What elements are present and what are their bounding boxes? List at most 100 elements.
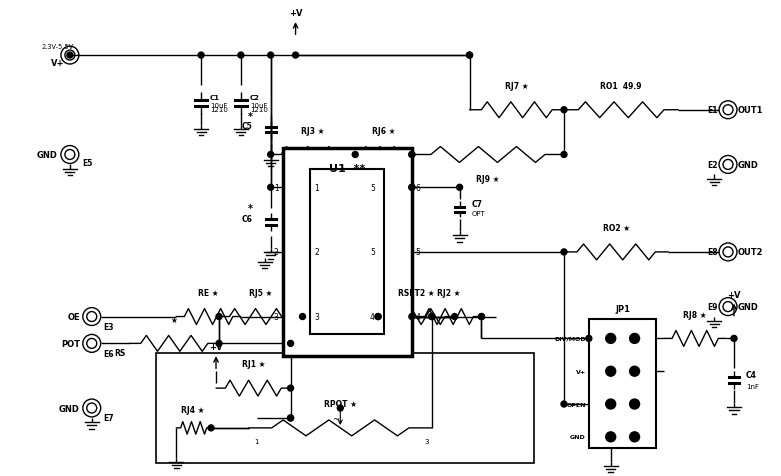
Circle shape (586, 336, 592, 342)
Circle shape (429, 314, 435, 320)
Text: 6: 6 (415, 183, 421, 192)
Circle shape (466, 53, 473, 59)
Text: 3: 3 (425, 438, 429, 444)
Circle shape (287, 386, 294, 391)
Text: E8: E8 (708, 248, 718, 257)
Text: RJ2 ★: RJ2 ★ (437, 288, 461, 297)
Text: 4: 4 (415, 312, 421, 321)
Circle shape (561, 108, 567, 113)
Circle shape (409, 152, 415, 158)
Text: C7: C7 (472, 199, 483, 208)
Text: C5: C5 (242, 122, 253, 131)
Circle shape (287, 415, 294, 421)
Circle shape (606, 432, 615, 442)
Text: C1: C1 (210, 95, 220, 101)
Circle shape (629, 334, 640, 344)
Circle shape (606, 334, 615, 344)
Circle shape (198, 53, 204, 59)
Text: *: * (248, 111, 253, 121)
Circle shape (561, 401, 567, 407)
Circle shape (300, 314, 305, 320)
Circle shape (409, 152, 415, 158)
Text: ~: ~ (332, 414, 339, 423)
Text: E3: E3 (104, 322, 114, 331)
Circle shape (216, 341, 222, 347)
Text: 10uF: 10uF (250, 102, 267, 109)
Text: OUT2: OUT2 (738, 248, 764, 257)
Text: OE: OE (67, 312, 80, 321)
Text: RJ1 ★: RJ1 ★ (241, 359, 265, 368)
Text: 5: 5 (370, 183, 375, 192)
Text: OUT1: OUT1 (738, 106, 764, 115)
Text: +V: +V (727, 290, 740, 299)
Circle shape (375, 314, 381, 320)
Text: 2: 2 (640, 336, 644, 341)
Text: RJ3 ★: RJ3 ★ (301, 126, 325, 135)
Text: 5: 5 (370, 248, 375, 257)
Text: RJ4 ★: RJ4 ★ (181, 405, 205, 414)
Text: 3: 3 (601, 369, 604, 374)
Circle shape (375, 314, 381, 320)
Circle shape (561, 249, 567, 255)
Circle shape (429, 314, 435, 320)
Text: GND: GND (738, 160, 759, 169)
Circle shape (629, 367, 640, 377)
Text: RJ9 ★: RJ9 ★ (476, 175, 500, 184)
Text: 4: 4 (640, 369, 644, 374)
Text: 4: 4 (370, 312, 375, 321)
Text: 1: 1 (601, 336, 604, 341)
Text: 1210: 1210 (250, 107, 268, 113)
Text: 2: 2 (274, 248, 279, 257)
Text: 1: 1 (255, 438, 259, 444)
Text: GND: GND (59, 404, 80, 413)
Text: C4: C4 (746, 370, 757, 379)
Text: V+: V+ (576, 369, 586, 374)
Text: RPOT ★: RPOT ★ (324, 399, 357, 408)
Text: GND: GND (570, 435, 586, 439)
Circle shape (238, 53, 244, 59)
Text: 2.3V-5.5V: 2.3V-5.5V (42, 44, 74, 50)
Text: RO1  49.9: RO1 49.9 (601, 82, 642, 90)
Text: 3: 3 (315, 312, 319, 321)
Circle shape (409, 314, 415, 320)
Text: +V: +V (209, 343, 223, 352)
Text: 5: 5 (415, 248, 421, 257)
Text: RJ6 ★: RJ6 ★ (372, 126, 395, 135)
Text: E5: E5 (82, 159, 92, 168)
Text: 3: 3 (274, 312, 279, 321)
Text: +V: +V (289, 9, 302, 18)
Circle shape (409, 185, 415, 191)
Text: RSET1 ★: RSET1 ★ (322, 288, 358, 297)
Circle shape (466, 53, 473, 59)
Circle shape (216, 314, 222, 320)
Circle shape (629, 432, 640, 442)
Bar (311, 170, 384, 335)
Text: OPEN: OPEN (566, 402, 586, 407)
Text: RO2 ★: RO2 ★ (603, 224, 629, 233)
Text: E7: E7 (104, 414, 114, 423)
Text: GND: GND (738, 302, 759, 311)
Circle shape (629, 399, 640, 409)
Bar (589, 319, 657, 448)
Text: GND: GND (37, 151, 58, 159)
Bar (156, 354, 534, 463)
Circle shape (479, 314, 484, 320)
Bar (283, 148, 412, 357)
Text: DIV/MOD: DIV/MOD (555, 336, 586, 341)
Circle shape (337, 405, 344, 411)
Circle shape (268, 53, 273, 59)
Text: 8: 8 (640, 435, 644, 439)
Text: C6: C6 (242, 214, 253, 223)
Circle shape (457, 185, 462, 191)
Text: E2: E2 (708, 160, 718, 169)
Text: U1  **: U1 ** (329, 164, 366, 174)
Text: E6: E6 (104, 349, 114, 358)
Text: 1: 1 (315, 183, 319, 192)
Circle shape (606, 399, 615, 409)
Circle shape (352, 152, 358, 158)
Circle shape (561, 152, 567, 158)
Text: 1: 1 (274, 183, 279, 192)
Circle shape (731, 336, 737, 342)
Text: E9: E9 (708, 302, 718, 311)
Text: ★: ★ (171, 315, 178, 324)
